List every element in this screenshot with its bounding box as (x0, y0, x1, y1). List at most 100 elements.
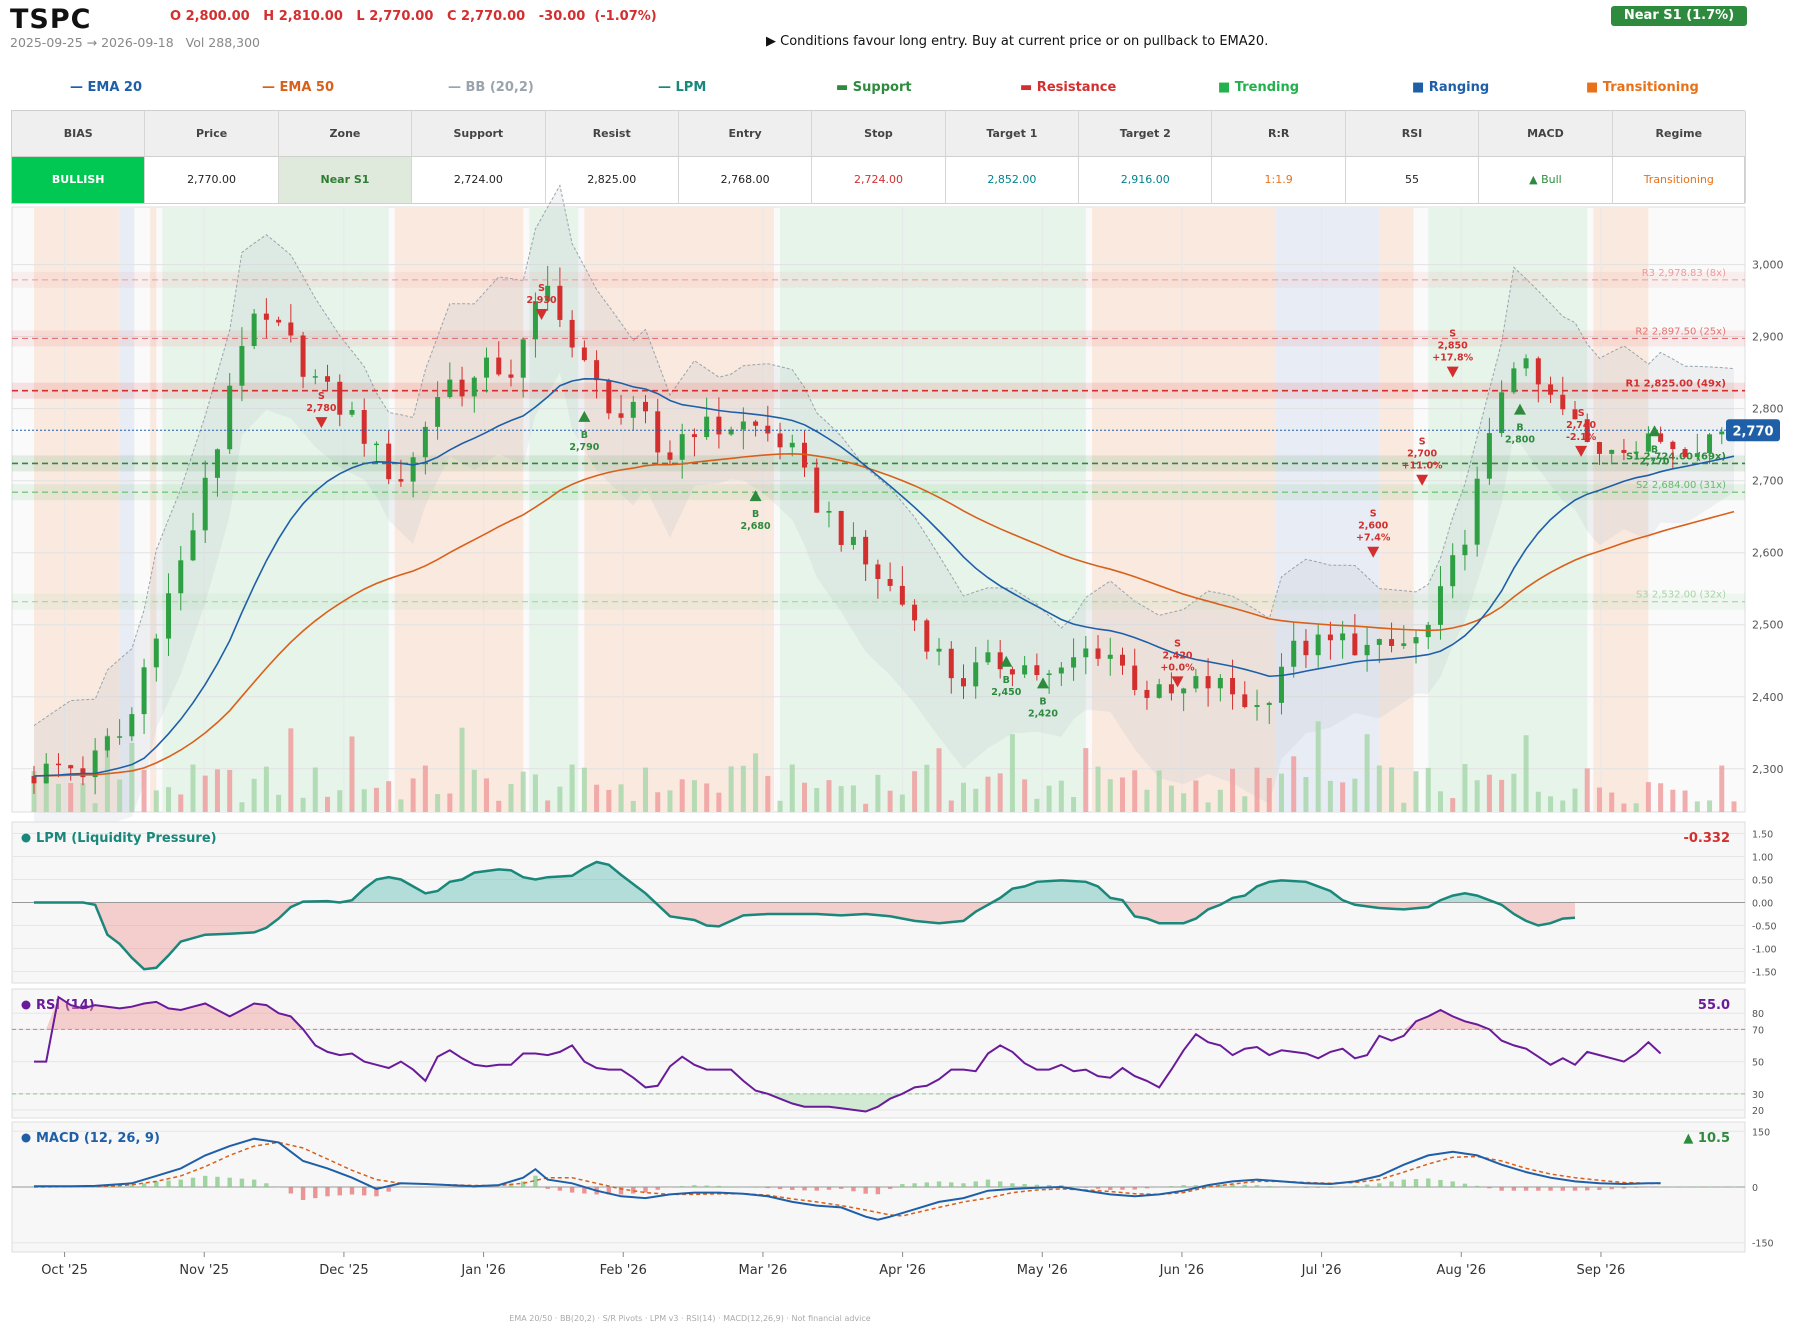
candle-body (545, 285, 551, 302)
macd-histogram-bar (374, 1187, 379, 1197)
candle-body (1658, 433, 1664, 442)
macd-histogram-bar (276, 1187, 281, 1188)
level-zone (12, 382, 1745, 399)
sell-signal-marker (1171, 676, 1184, 688)
macd-histogram-bar (692, 1185, 697, 1187)
macd-histogram-bar (631, 1187, 636, 1194)
volume-bar (948, 800, 954, 812)
macd-histogram-bar (1230, 1184, 1235, 1187)
candle-body (630, 401, 636, 418)
candle-body (190, 530, 196, 561)
macd-histogram-bar (1010, 1183, 1015, 1187)
candle-body (606, 380, 612, 414)
signal-label: 2,420 (1028, 708, 1058, 719)
candle-body (1144, 689, 1150, 698)
volume-bar (43, 773, 49, 812)
ohlc-readout: O 2,800.00 H 2,810.00 L 2,770.00 C 2,770… (170, 9, 657, 24)
panel-title: LPM (Liquidity Pressure) (36, 831, 217, 846)
macd-histogram-bar (985, 1179, 991, 1187)
macd-histogram-bar (1377, 1183, 1382, 1187)
candle-body (1560, 394, 1566, 410)
candle-body (349, 410, 355, 415)
volume-bar (716, 792, 722, 812)
y-tick-label: 150 (1752, 1127, 1770, 1138)
candle-body (716, 416, 722, 435)
legend-item: ■ Transitioning (1586, 80, 1699, 95)
candle-body (520, 339, 526, 378)
volume-bar (214, 769, 220, 812)
macd-histogram-bar (1548, 1187, 1553, 1191)
volume-bar (630, 800, 636, 812)
level-label: R2 2,897.50 (25x) (1635, 326, 1726, 337)
volume-bar (1621, 803, 1627, 812)
macd-histogram-bar (1267, 1186, 1272, 1187)
candle-body (129, 714, 135, 737)
bollinger-upper (33, 184, 1735, 727)
volume-bar (1401, 802, 1407, 812)
signal-label: S (1370, 509, 1377, 520)
volume-bar (153, 790, 159, 812)
volume-bar (1217, 789, 1223, 812)
volume-bar (728, 766, 734, 812)
candle-body (985, 652, 991, 663)
macd-histogram-bar (1034, 1184, 1040, 1187)
y-tick-label: 80 (1752, 1009, 1764, 1020)
level-zone (12, 593, 1745, 610)
volume-bar (1560, 800, 1566, 812)
volume-bar (997, 773, 1003, 812)
macd-histogram-bar (1071, 1186, 1076, 1187)
legend-item: — EMA 20 (70, 80, 143, 95)
macd-histogram-bar (863, 1187, 868, 1194)
candle-body (997, 652, 1003, 670)
macd-histogram-bar (949, 1182, 954, 1187)
volume-bar (520, 771, 526, 812)
macd-histogram-bar (1511, 1187, 1517, 1191)
macd-histogram-bar (227, 1177, 232, 1187)
macd-histogram-bar (680, 1186, 685, 1187)
candle-body (1437, 586, 1443, 625)
volume-bar (863, 803, 869, 812)
volume-bar (960, 782, 966, 812)
summary-table: BIAS BULLISH Price 2,770.00 Zone Near S1 Suppo… (11, 110, 1746, 204)
candle-body (532, 301, 538, 340)
level-label: R1 2,825.00 (49x) (1626, 379, 1726, 390)
x-tick-label: Aug '26 (1436, 1263, 1486, 1278)
macd-histogram-bar (1487, 1187, 1492, 1189)
candle-body (753, 421, 759, 426)
candle-body (948, 648, 954, 679)
volume-bar (643, 767, 649, 812)
macd-histogram-bar (129, 1185, 135, 1187)
volume-bar (1658, 783, 1664, 812)
x-tick-label: Jul '26 (1301, 1263, 1342, 1278)
sell-signal-marker (535, 309, 548, 321)
candle-body (1181, 688, 1187, 694)
candle-body (1707, 434, 1713, 454)
volume-bar (1731, 801, 1737, 812)
table-header-cell: Target 1 (945, 111, 1080, 157)
candle-body (850, 536, 856, 545)
y-tick-label: 2,700 (1752, 475, 1784, 488)
candle-body (1230, 677, 1236, 695)
macd-histogram-bar (410, 1187, 416, 1188)
regime-band (150, 207, 157, 812)
volume-bar (618, 784, 624, 812)
volume-bar (1352, 778, 1358, 812)
volume-bar (1119, 777, 1125, 812)
candle-body (337, 381, 343, 415)
volume-bar (1596, 787, 1602, 812)
macd-histogram-bar (1291, 1187, 1296, 1188)
candle-body (826, 510, 832, 513)
panel-last-value: ▲ 10.5 (1683, 1131, 1730, 1146)
macd-histogram-bar (1095, 1187, 1101, 1189)
signal-label: S (1174, 638, 1181, 649)
candle-body (80, 768, 86, 778)
macd-histogram-bar (1193, 1185, 1199, 1187)
volume-bar (765, 776, 771, 812)
volume-bar (1156, 770, 1162, 812)
ema50-line (33, 452, 1735, 777)
table-header-cell: Price (145, 111, 279, 157)
candle-body (1719, 431, 1725, 435)
signal-label: 2,420 (1162, 650, 1192, 661)
candle-body (386, 443, 392, 480)
